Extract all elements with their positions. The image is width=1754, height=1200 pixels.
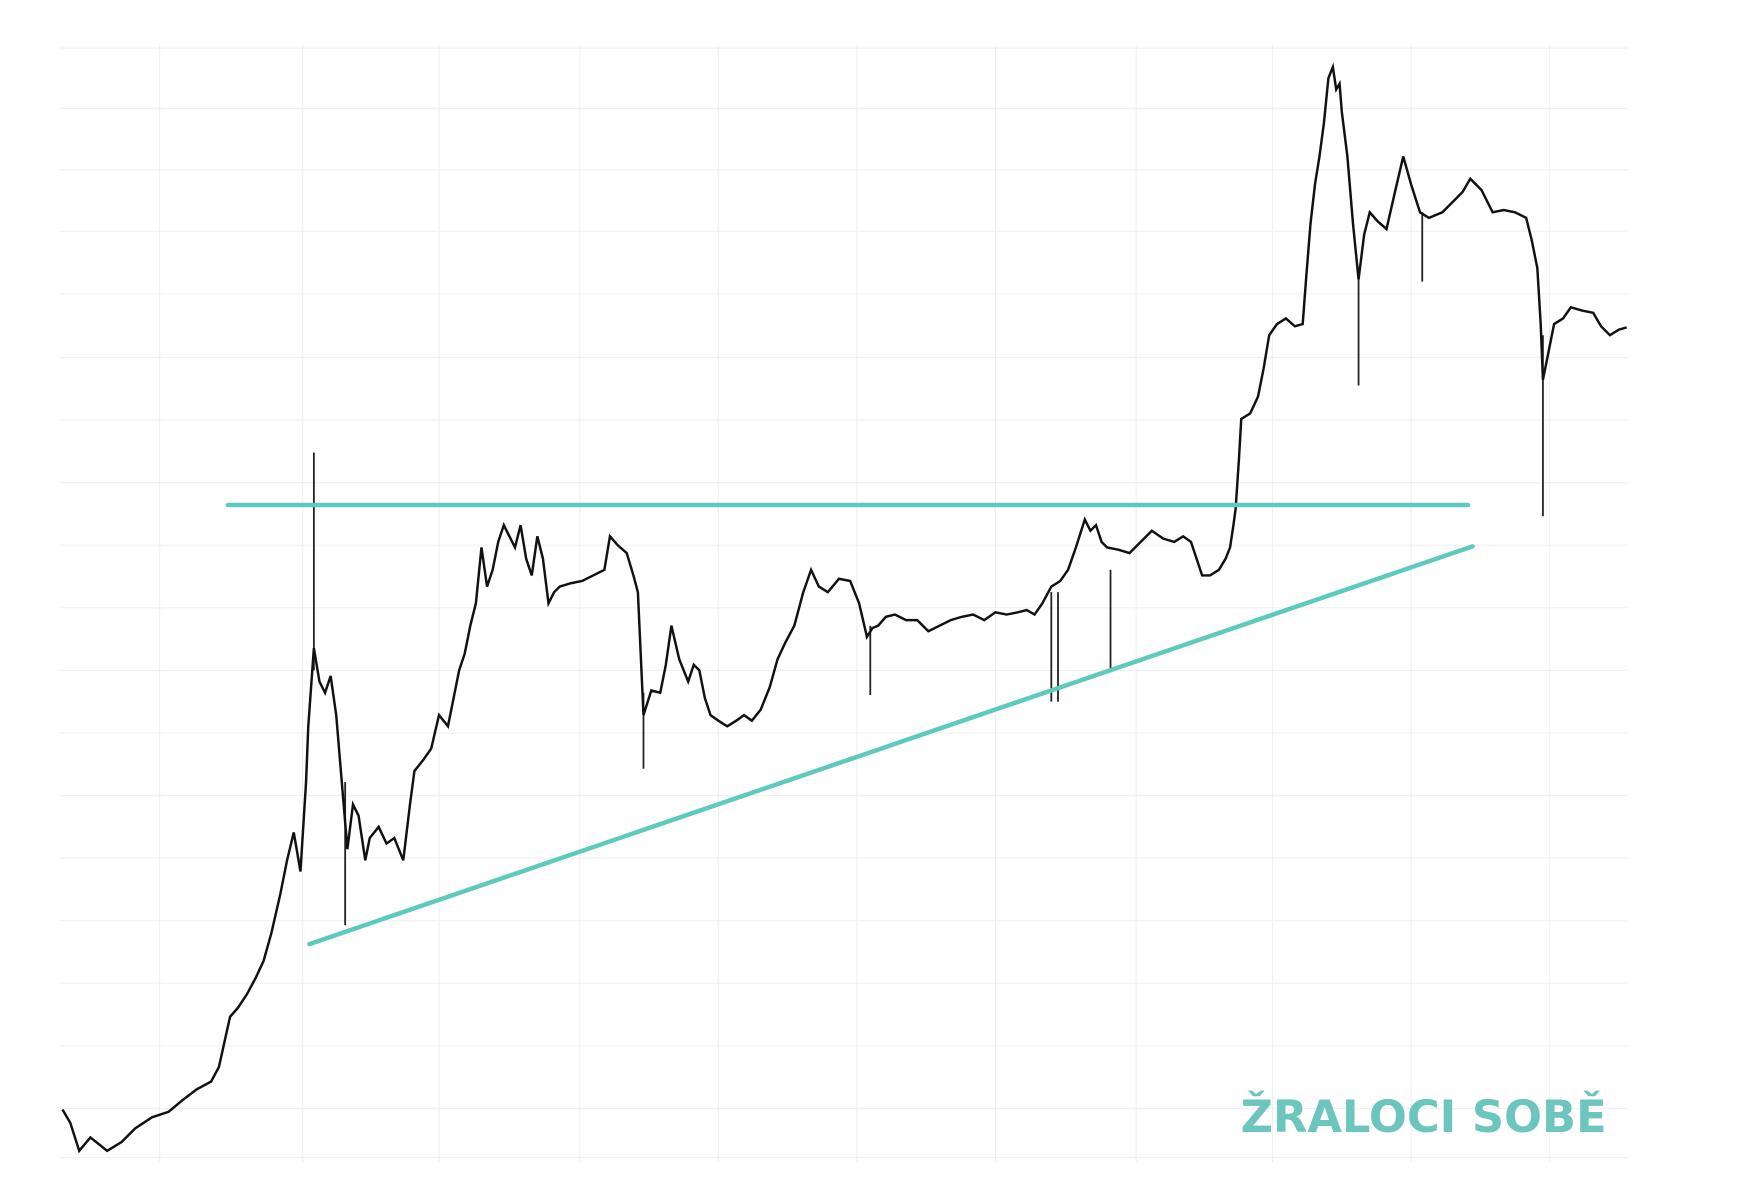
watermark: ŽRALOCI SOBĚ xyxy=(1241,1090,1607,1143)
support-line xyxy=(307,544,1475,947)
grid xyxy=(59,44,1628,1163)
wicks xyxy=(312,212,1544,926)
price-line xyxy=(61,62,1628,1154)
